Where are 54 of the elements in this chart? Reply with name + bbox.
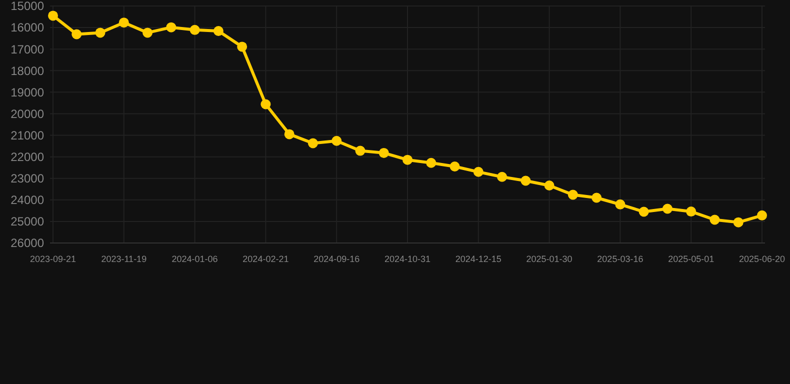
point	[142, 28, 153, 38]
point	[355, 146, 366, 156]
point	[520, 176, 531, 186]
point	[190, 24, 200, 35]
x-tick-label: 2024-01-06	[172, 254, 218, 264]
y-tick-label: 20000	[10, 106, 44, 121]
point	[568, 190, 578, 200]
point	[710, 214, 720, 225]
y-tick-label: 26000	[10, 236, 44, 250]
y-tick-label: 16000	[10, 20, 44, 35]
x-tick-label: 2024-02-21	[242, 254, 289, 264]
x-tick-label: 2024-12-15	[455, 254, 502, 264]
y-tick-label: 23000	[10, 172, 44, 186]
point	[284, 129, 294, 140]
x-tick-label: 2024-10-31	[384, 254, 431, 264]
x-tick-label: 2025-06-20	[738, 254, 786, 264]
point	[213, 26, 224, 36]
point	[544, 180, 554, 190]
y-tick-label: 15000	[10, 0, 44, 14]
point	[166, 22, 176, 32]
x-tick-label: 2023-11-19	[101, 254, 147, 264]
y-tick-label: 17000	[10, 42, 44, 56]
point	[497, 172, 508, 182]
x-tick-label: 2024-09-16	[314, 254, 360, 264]
point	[757, 210, 767, 220]
point	[118, 18, 129, 28]
point	[95, 28, 106, 38]
point	[473, 166, 484, 177]
point	[426, 158, 436, 168]
point	[686, 206, 696, 217]
point	[72, 29, 82, 40]
point	[48, 10, 58, 21]
point	[450, 162, 460, 172]
y-tick-label: 21000	[10, 128, 44, 142]
point	[662, 204, 672, 214]
point	[260, 99, 271, 110]
point	[615, 199, 626, 210]
x-tick-label: 2023-09-21	[30, 254, 76, 264]
point	[402, 154, 412, 165]
point	[638, 206, 649, 217]
x-tick-label: 2025-05-01	[668, 254, 714, 264]
point	[378, 148, 389, 158]
x-tick-label: 2025-01-30	[526, 254, 572, 264]
y-tick-label: 24000	[10, 193, 44, 208]
point	[237, 42, 248, 52]
point	[733, 217, 744, 228]
point	[592, 192, 602, 203]
y-tick-label: 18000	[10, 64, 44, 78]
point	[308, 138, 318, 148]
x-tick-label: 2025-03-16	[597, 254, 644, 264]
point	[332, 136, 342, 146]
y-tick-label: 22000	[10, 150, 44, 164]
y-tick-label: 25000	[10, 214, 44, 229]
y-tick-label: 19000	[10, 85, 44, 100]
